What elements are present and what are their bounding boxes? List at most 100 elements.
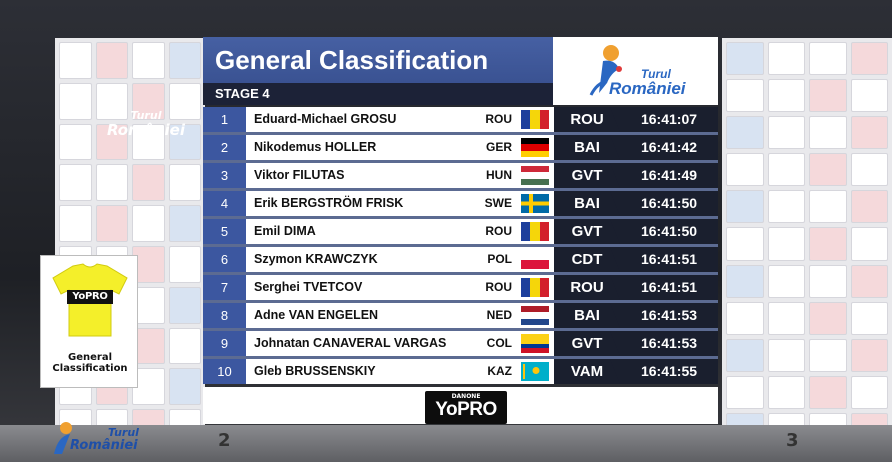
sponsor-tile [168, 123, 201, 161]
row-divider [203, 188, 718, 191]
bottom-left-logo: Turul României [48, 418, 139, 458]
sponsor-tile [168, 327, 201, 365]
sponsor-tile [726, 301, 764, 335]
sponsor-tile [767, 375, 805, 409]
sponsor-tile [95, 205, 128, 242]
table-row: 10 Gleb BRUSSENSKIY KAZ VAM 16:41:55 [203, 359, 718, 384]
rank-cell: 9 [203, 331, 246, 356]
flag-cell [516, 163, 554, 188]
team-code: GVT [554, 219, 620, 244]
sponsor-tile [850, 42, 888, 76]
sponsor-tile [59, 42, 92, 79]
time-cell: 16:41:53 [610, 331, 718, 356]
flag-cell [516, 359, 554, 384]
time-cell: 16:41:42 [610, 135, 718, 160]
flag-cell [516, 107, 554, 132]
nationality-code: HUN [471, 163, 516, 188]
table-row: 6 Szymon KRAWCZYK POL CDT 16:41:51 [203, 247, 718, 272]
sponsor-tile [168, 205, 201, 242]
table-row: 4 Erik BERGSTRÖM FRISK SWE BAI 16:41:50 [203, 191, 718, 216]
bottom-logo-romaniei: României [70, 438, 138, 453]
podium-number-2: 2 [218, 430, 231, 451]
rank-cell: 10 [203, 359, 246, 384]
team-code: BAI [554, 303, 620, 328]
flag-icon [521, 110, 549, 129]
team-code: GVT [554, 331, 620, 356]
flag-icon [521, 334, 549, 353]
time-cell: 16:41:55 [610, 359, 718, 384]
table-row: 8 Adne VAN ENGELEN NED BAI 16:41:53 [203, 303, 718, 328]
sponsor-logo-big: YoPRO [435, 399, 497, 420]
sponsor-tile [726, 264, 764, 298]
time-cell: 16:41:07 [610, 107, 718, 132]
sponsor-tile [168, 42, 201, 79]
table-row: 2 Nikodemus HOLLER GER BAI 16:41:42 [203, 135, 718, 160]
team-code: CDT [554, 247, 620, 272]
sponsor-logo: DANONE YoPRO [425, 391, 507, 424]
sponsor-tile [95, 82, 128, 120]
sponsor-tile [850, 153, 888, 187]
sponsor-tile [809, 375, 847, 409]
sponsor-tile [850, 264, 888, 298]
podium-floor [0, 425, 892, 462]
background-banner-text: Turul României [96, 108, 196, 138]
flag-icon [521, 138, 549, 157]
sponsor-tile [168, 245, 201, 283]
table-row: 9 Johnatan CANAVERAL VARGAS COL GVT 16:41:53 [203, 331, 718, 356]
sponsor-tile [726, 79, 764, 113]
sponsor-tile [850, 338, 888, 372]
sponsor-tile [59, 205, 92, 242]
nationality-code: ROU [471, 219, 516, 244]
nationality-code: NED [471, 303, 516, 328]
sponsor-logo-small: DANONE [451, 393, 481, 400]
row-divider [203, 132, 718, 135]
sponsor-tile [767, 153, 805, 187]
sponsor-tile [95, 164, 128, 202]
sponsor-tile [132, 123, 165, 161]
sponsor-tile [132, 205, 165, 242]
sponsor-tile [59, 82, 92, 120]
time-cell: 16:41:51 [610, 275, 718, 300]
rank-cell: 2 [203, 135, 246, 160]
table-row: 5 Emil DIMA ROU GVT 16:41:50 [203, 219, 718, 244]
sponsor-tile [809, 190, 847, 224]
team-code: BAI [554, 191, 620, 216]
sponsor-tile [809, 79, 847, 113]
sponsor-tile [767, 190, 805, 224]
flag-icon [521, 306, 549, 325]
sponsor-tile [59, 164, 92, 202]
sponsor-tile [767, 116, 805, 150]
sponsor-tile [726, 227, 764, 261]
sponsor-wall-left [55, 38, 205, 450]
sponsor-tile [726, 190, 764, 224]
sponsor-wall-right [722, 38, 892, 450]
team-code: VAM [554, 359, 620, 384]
flag-icon [521, 194, 549, 213]
flag-icon [521, 278, 549, 297]
team-code: ROU [554, 107, 620, 132]
rank-cell: 8 [203, 303, 246, 328]
team-code: BAI [554, 135, 620, 160]
time-cell: 16:41:50 [610, 219, 718, 244]
sponsor-tile [809, 227, 847, 261]
sponsor-tile [726, 42, 764, 76]
sponsor-tile [132, 164, 165, 202]
table-row: 1 Eduard-Michael GROSU ROU ROU 16:41:07 [203, 107, 718, 132]
sponsor-tile [168, 368, 201, 406]
table-row: 7 Serghei TVETCOV ROU ROU 16:41:51 [203, 275, 718, 300]
sponsor-tile [726, 375, 764, 409]
sponsor-tile [809, 338, 847, 372]
event-logo: Turul României [553, 37, 718, 105]
sponsor-tile [809, 116, 847, 150]
rank-cell: 5 [203, 219, 246, 244]
background-banner-romaniei: României [107, 121, 185, 139]
rank-cell: 4 [203, 191, 246, 216]
nationality-code: COL [471, 331, 516, 356]
time-cell: 16:41:51 [610, 247, 718, 272]
sponsor-tile [767, 301, 805, 335]
flag-icon [521, 222, 549, 241]
flag-icon [521, 166, 549, 185]
sponsor-tile [726, 116, 764, 150]
flag-icon [521, 250, 549, 269]
jersey-brand: YoPRO [67, 290, 113, 304]
